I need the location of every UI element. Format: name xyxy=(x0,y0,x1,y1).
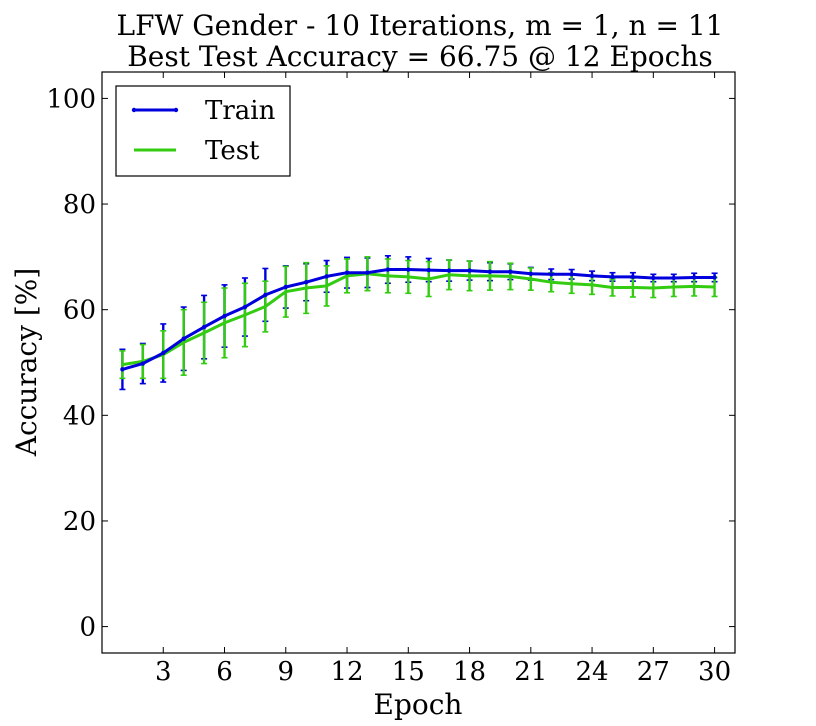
train-point xyxy=(161,350,166,356)
x-tick-label: 12 xyxy=(330,657,363,687)
legend-train-marker xyxy=(131,107,137,113)
legend: Train Test xyxy=(115,85,291,177)
train-point xyxy=(365,270,370,275)
train-point xyxy=(324,274,329,279)
y-tick-label: 80 xyxy=(63,190,96,220)
x-tick-label: 24 xyxy=(576,657,609,687)
plot-frame xyxy=(101,71,736,654)
train-point xyxy=(120,367,125,372)
legend-test-label: Test xyxy=(205,136,260,166)
train-line xyxy=(121,268,715,371)
train-point xyxy=(508,269,513,274)
y-tick-label: 40 xyxy=(63,401,96,431)
train-point xyxy=(630,274,636,280)
legend-train-marker xyxy=(173,107,179,113)
x-axis-label: Epoch xyxy=(374,688,463,721)
legend-box xyxy=(115,85,291,177)
x-tick-label: 18 xyxy=(453,657,486,687)
train-point xyxy=(569,272,574,277)
x-tick-label: 9 xyxy=(278,657,295,687)
train-point xyxy=(201,324,207,330)
train-point xyxy=(467,268,472,273)
y-tick-label: 0 xyxy=(79,613,96,643)
train-point xyxy=(283,284,288,290)
train-point xyxy=(549,272,554,277)
train-point xyxy=(263,292,268,298)
test-line xyxy=(122,272,715,367)
chart-title: LFW Gender - 10 Iterations, m = 1, n = 1… xyxy=(117,9,724,42)
y-tick-label: 100 xyxy=(46,84,96,114)
train-point xyxy=(222,313,227,319)
train-point xyxy=(242,304,248,310)
train-point xyxy=(344,270,350,275)
x-tick-label: 3 xyxy=(155,657,172,687)
train-point xyxy=(712,275,717,280)
x-tick-label: 6 xyxy=(216,657,233,687)
y-axis-label: Accuracy [%] xyxy=(10,268,43,458)
chart-subtitle: Best Test Accuracy = 66.75 @ 12 Epochs xyxy=(127,40,713,73)
x-tick-label: 21 xyxy=(514,657,547,687)
train-point xyxy=(691,275,697,280)
train-point xyxy=(487,269,493,274)
train-point xyxy=(426,267,431,273)
train-point xyxy=(406,267,411,272)
y-tick-label: 60 xyxy=(63,296,96,326)
x-tick-label: 27 xyxy=(637,657,670,687)
series-lines xyxy=(120,267,717,372)
y-tick-label: 20 xyxy=(63,507,96,537)
train-point xyxy=(610,274,615,280)
x-tick-label: 15 xyxy=(392,657,425,687)
train-point xyxy=(140,361,146,366)
train-point xyxy=(446,268,452,273)
train-point xyxy=(671,275,676,281)
legend-train-label: Train xyxy=(205,96,276,126)
x-tick-label: 30 xyxy=(698,657,731,687)
axis-ticks: 3 6 9 12 15 18 21 24 27 30 0 20 40 60 80 100 xyxy=(46,72,735,687)
train-point xyxy=(181,336,186,341)
train-point xyxy=(589,273,595,279)
train-point xyxy=(528,271,534,276)
train-point xyxy=(651,275,656,281)
train-point xyxy=(385,267,391,272)
train-point xyxy=(303,280,309,285)
